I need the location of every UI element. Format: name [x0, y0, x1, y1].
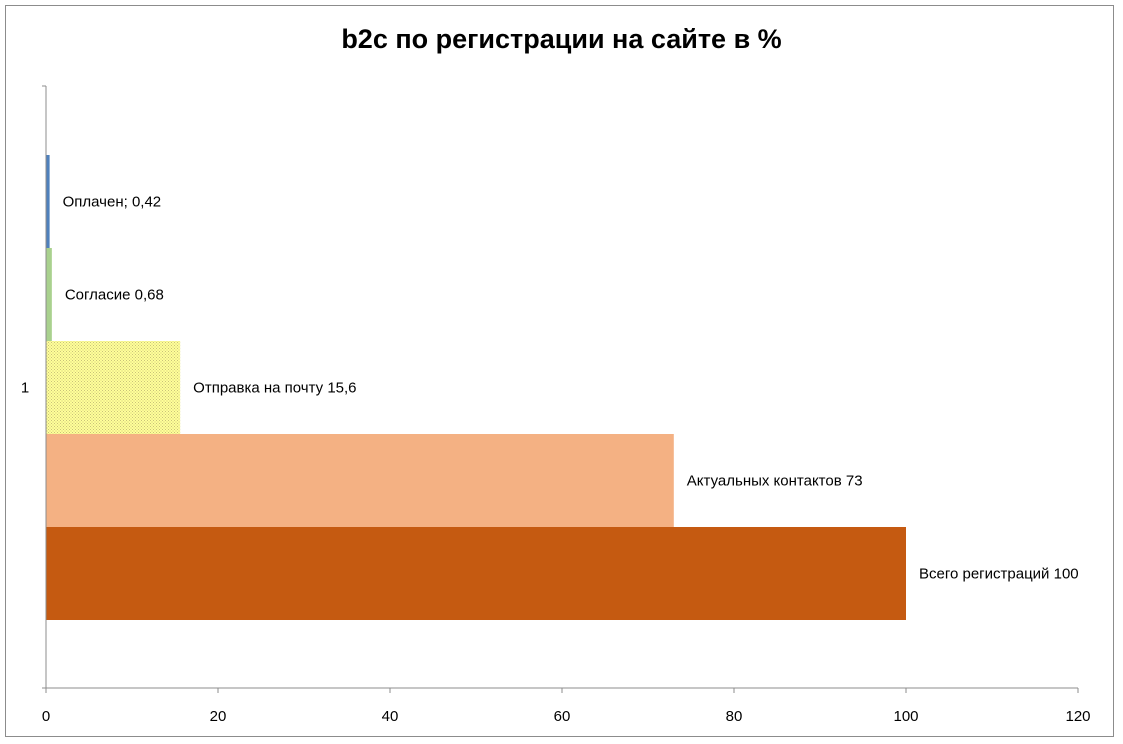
- category-label: 1: [21, 380, 29, 397]
- bar-data-label: Отправка на почту 15,6: [193, 380, 356, 397]
- chart-title: b2c по регистрации на сайте в %: [341, 24, 782, 54]
- bar-5: [46, 527, 906, 620]
- x-tick-label: 60: [554, 708, 571, 725]
- bar-data-label: Согласие 0,68: [65, 287, 164, 304]
- x-tick-label: 100: [893, 708, 918, 725]
- x-tick-label: 0: [42, 708, 50, 725]
- bar-data-label: Оплачен; 0,42: [63, 194, 162, 211]
- x-tick-label: 80: [726, 708, 743, 725]
- bar-3: [46, 341, 181, 434]
- x-tick-label: 20: [210, 708, 227, 725]
- bar-2: [46, 248, 52, 341]
- bar-4: [46, 434, 674, 527]
- bar-data-label: Актуальных контактов 73: [687, 473, 863, 490]
- x-tick-label: 120: [1065, 708, 1090, 725]
- bar-data-label: Всего регистраций 100: [919, 566, 1079, 583]
- x-tick-label: 40: [382, 708, 399, 725]
- bar-1: [46, 155, 50, 248]
